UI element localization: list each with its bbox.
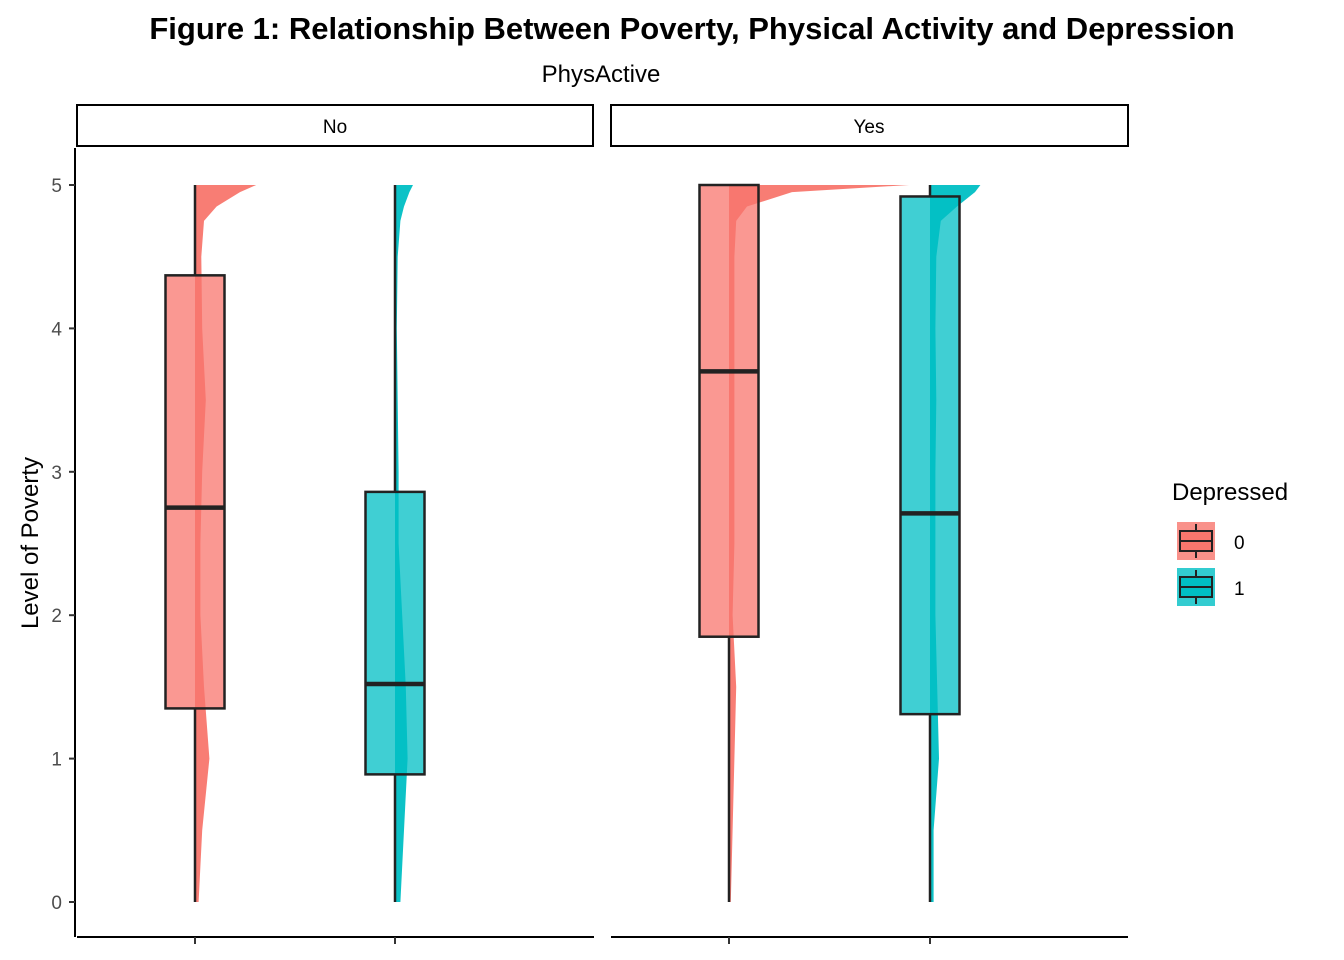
facet-strip-yes: Yes (610, 104, 1129, 147)
box-no-1 (364, 490, 426, 776)
facet-strip-label: Yes (854, 117, 885, 138)
legend-label: 1 (1234, 579, 1245, 600)
half-violin-no-0 (195, 185, 257, 902)
legend: Depressed 0 1 (1172, 479, 1288, 606)
facet-strip-label: No (323, 117, 347, 138)
facet-strip-no: No (76, 104, 594, 147)
y-tick-label: 0 (51, 893, 62, 914)
y-tick-label: 2 (51, 606, 62, 627)
facet-label: PhysActive (542, 61, 661, 88)
y-tick-label: 1 (51, 750, 62, 771)
legend-label: 0 (1234, 533, 1245, 554)
box-yes-0 (698, 183, 760, 638)
y-tick-label: 5 (51, 176, 62, 197)
y-tick-label: 3 (51, 463, 62, 484)
box-no-0 (164, 274, 226, 710)
legend-title: Depressed (1172, 479, 1288, 506)
plot-area: 0 1 2 3 4 5 (51, 148, 1128, 944)
y-tick-label: 4 (51, 319, 62, 340)
box-yes-1 (899, 195, 961, 716)
y-axis-label: Level of Poverty (17, 457, 44, 629)
chart-title: Figure 1: Relationship Between Poverty, … (149, 11, 1234, 46)
